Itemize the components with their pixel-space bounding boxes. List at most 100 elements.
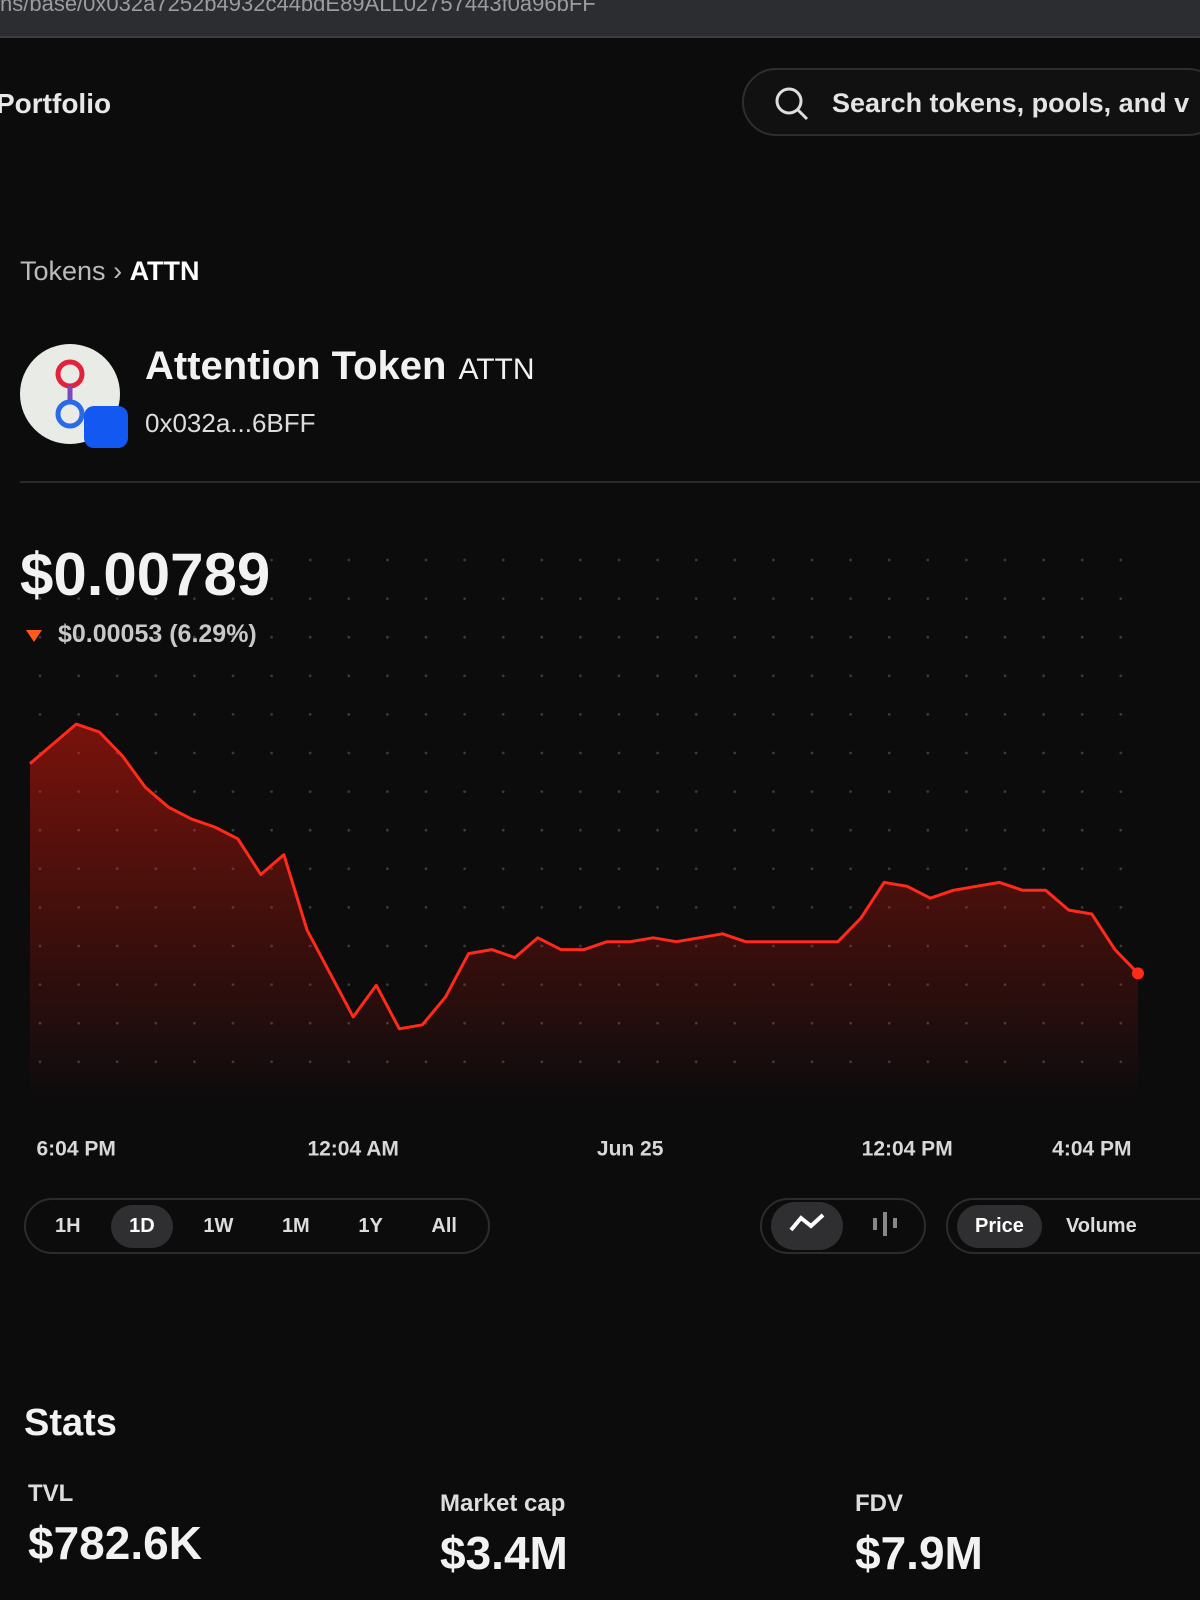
grid-dot (733, 558, 737, 562)
grid-dot (1003, 674, 1007, 678)
grid-dot (965, 867, 968, 871)
grid-dot (810, 635, 814, 639)
grid-dot (424, 751, 428, 755)
grid-dot (231, 828, 235, 832)
stat-label: TVL (28, 1480, 74, 1507)
grid-dot (424, 906, 428, 909)
metric-toggle: Price Volume (946, 1198, 1200, 1254)
grid-dot (270, 597, 273, 600)
search-box[interactable]: Search tokens, pools, and v (742, 68, 1200, 136)
range-button[interactable]: 1W (203, 1214, 234, 1237)
grid-dot (386, 635, 389, 639)
grid-dot (193, 751, 196, 755)
grid-dot (579, 597, 582, 600)
grid-dot (386, 867, 389, 871)
grid-dot (1119, 635, 1123, 639)
grid-dot (308, 713, 312, 716)
grid-dot (579, 558, 582, 562)
grid-dot (579, 635, 582, 639)
x-tick-label: 12:04 PM (862, 1138, 953, 1161)
stat-label: FDV (855, 1490, 903, 1517)
area-fill (30, 724, 1138, 1100)
metric-button[interactable]: Volume (1065, 1214, 1137, 1237)
grid-dot (386, 790, 389, 793)
grid-dot (347, 828, 351, 832)
grid-dot (193, 558, 196, 562)
token-address[interactable]: 0x032a...6BFF (145, 408, 316, 438)
breadcrumb-parent[interactable]: Tokens (20, 256, 106, 286)
grid-dot (733, 597, 737, 600)
range-button[interactable]: All (431, 1214, 457, 1237)
grid-dot (270, 674, 273, 678)
grid-dot (1042, 597, 1045, 600)
grid-dot (772, 867, 775, 871)
line-chart-button[interactable] (771, 1202, 843, 1250)
current-price: $0.00789 (20, 541, 271, 608)
logo-glyph (55, 359, 85, 429)
grid-dot (887, 597, 891, 600)
grid-dot (38, 558, 42, 562)
grid-dot (849, 867, 852, 871)
grid-dot (347, 906, 351, 909)
grid-dot (424, 944, 428, 948)
grid-dot (463, 790, 466, 793)
grid-dot (694, 635, 698, 639)
grid-dot (733, 790, 737, 793)
grid-dot (1119, 867, 1123, 871)
grid-dot (231, 674, 235, 678)
grid-dot (386, 983, 389, 986)
grid-dot (1080, 751, 1084, 755)
search-placeholder: Search tokens, pools, and v (832, 88, 1190, 118)
grid-dot (926, 674, 930, 678)
stat: FDV $7.9M (855, 1490, 983, 1580)
grid-dot (1080, 674, 1084, 678)
price-change: $0.00053 (6.29%) (58, 620, 257, 648)
grid-dot (617, 790, 621, 793)
nav-portfolio[interactable]: Portfolio (0, 88, 112, 119)
grid-dot (1119, 906, 1123, 909)
range-button[interactable]: 1M (281, 1214, 310, 1237)
grid-dot (308, 674, 312, 678)
grid-dot (1003, 828, 1007, 832)
grid-dot (347, 983, 351, 986)
grid-dot (772, 906, 775, 909)
grid-dot (501, 944, 505, 948)
grid-dot (849, 597, 852, 600)
grid-dot (926, 828, 930, 832)
grid-dot (772, 597, 775, 600)
grid-dot (887, 674, 891, 678)
metric-button[interactable]: Price (957, 1204, 1042, 1248)
grid-dot (347, 944, 351, 948)
grid-dot (694, 828, 698, 832)
grid-dot (347, 790, 351, 793)
time-range-selector: 1H 1D 1W 1M 1Y All (24, 1198, 490, 1254)
x-tick-label: Jun 25 (597, 1138, 664, 1161)
grid-dot (308, 828, 312, 832)
grid-dot (463, 674, 466, 678)
grid-dot (694, 558, 698, 562)
grid-dot (926, 597, 930, 600)
grid-dot (1080, 790, 1084, 793)
grid-dot (1080, 867, 1084, 871)
grid-dot (579, 713, 582, 716)
grid-dot (656, 558, 659, 562)
grid-dot (77, 635, 80, 639)
grid-dot (965, 674, 968, 678)
grid-dot (308, 751, 312, 755)
grid-dot (965, 790, 968, 793)
grid-dot (926, 558, 930, 562)
grid-dot (154, 597, 158, 600)
grid-dot (270, 635, 273, 639)
grid-dot (694, 597, 698, 600)
price-chart: 6:04 PM 12:04 AM Jun 25 12:04 PM 4:04 PM (29, 558, 1144, 1161)
grid-dot (231, 713, 235, 716)
grid-dot (463, 944, 466, 948)
range-button[interactable]: 1D (111, 1204, 173, 1248)
x-tick-label: 6:04 PM (36, 1138, 115, 1161)
grid-dot (694, 906, 698, 909)
grid-dot (1042, 713, 1045, 716)
range-button[interactable]: 1H (55, 1214, 81, 1237)
candle-chart-button[interactable] (849, 1200, 921, 1252)
range-button[interactable]: 1Y (358, 1214, 383, 1237)
